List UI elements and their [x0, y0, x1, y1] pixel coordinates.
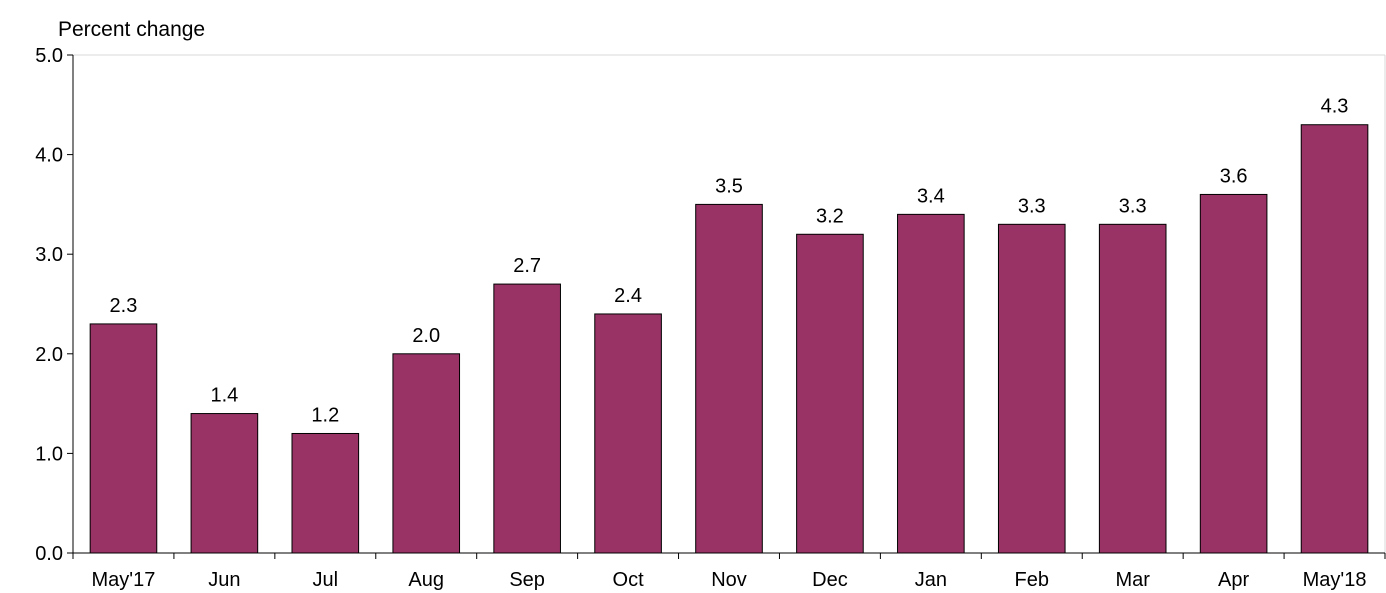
x-tick-label: Jul	[313, 569, 339, 591]
bar	[796, 233, 864, 554]
bar-value-label: 2.0	[412, 325, 440, 347]
bar-value-label: 3.6	[1220, 165, 1248, 187]
bar	[493, 283, 561, 554]
plot-frame	[73, 54, 1386, 553]
bar	[897, 213, 965, 554]
x-tick-label: Nov	[711, 569, 747, 591]
x-tick-label: Feb	[1015, 569, 1049, 591]
data-labels: 2.3 1.4 1.2 2.0 2.7 2.4 3.5 3.2 3.4 3.3 3.3 3.6 4.3	[110, 96, 1349, 427]
x-axis-ticks: May'17 Jun Jul Aug Sep Oct Nov Dec Jan Feb Mar Apr M…	[72, 553, 1386, 591]
bar	[1300, 124, 1369, 554]
bar-value-label: 3.2	[816, 205, 844, 227]
y-axis-ticks: 0.0 1.0 2.0 3.0 4.0 5.0	[35, 45, 73, 565]
bar	[1199, 193, 1268, 554]
bar	[695, 203, 763, 554]
bar	[89, 323, 158, 554]
y-tick-label: 4.0	[35, 145, 63, 167]
x-tick-label: Apr	[1218, 569, 1249, 591]
bar	[1098, 223, 1167, 554]
x-tick-label: Dec	[812, 569, 848, 591]
bar	[997, 223, 1066, 554]
y-axis-label: Percent change	[58, 18, 205, 41]
x-tick-label: Sep	[509, 569, 545, 591]
bar-value-label: 2.7	[513, 255, 541, 277]
bars	[89, 124, 1369, 554]
bar-value-label: 4.3	[1321, 96, 1349, 118]
y-tick-label: 1.0	[35, 443, 63, 465]
y-tick-label: 5.0	[35, 45, 63, 67]
bar	[594, 313, 662, 554]
bar-value-label: 1.4	[210, 385, 238, 407]
x-tick-label: May'18	[1303, 569, 1367, 591]
bar-value-label: 3.4	[917, 185, 945, 207]
bar-value-label: 2.4	[614, 285, 642, 307]
bar-value-label: 1.2	[311, 404, 339, 426]
y-tick-label: 0.0	[35, 543, 63, 565]
x-tick-label: May'17	[92, 569, 156, 591]
x-tick-label: Aug	[408, 569, 444, 591]
x-tick-label: Jun	[208, 569, 240, 591]
x-tick-label: Mar	[1115, 569, 1150, 591]
bar-value-label: 3.3	[1018, 195, 1046, 217]
bar-value-label: 2.3	[110, 295, 138, 317]
bar	[190, 413, 259, 554]
x-tick-label: Jan	[915, 569, 947, 591]
axes	[72, 55, 1385, 554]
bar	[291, 432, 360, 554]
y-tick-label: 3.0	[35, 244, 63, 266]
y-tick-label: 2.0	[35, 344, 63, 366]
bar-value-label: 3.3	[1119, 195, 1147, 217]
bar	[392, 353, 461, 554]
bar-value-label: 3.5	[715, 175, 743, 197]
x-tick-label: Oct	[613, 569, 645, 591]
